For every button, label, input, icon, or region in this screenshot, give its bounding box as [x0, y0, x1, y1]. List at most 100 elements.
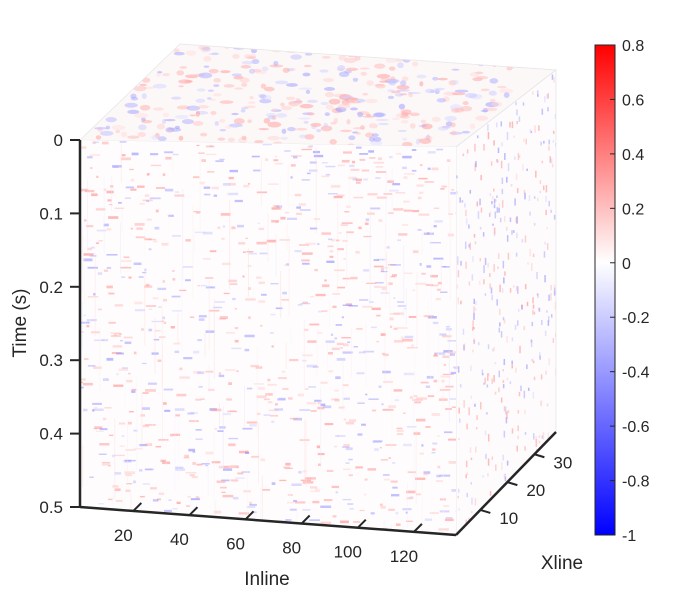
side-texture-streak	[544, 96, 546, 103]
trace-line	[416, 271, 418, 349]
amplitude-streak	[116, 352, 124, 355]
top-texture-spot	[281, 128, 287, 134]
amplitude-streak	[335, 491, 338, 494]
amplitude-streak	[417, 196, 422, 200]
amplitude-streak	[349, 508, 354, 510]
amplitude-streak	[326, 260, 335, 263]
top-texture-spot	[286, 83, 298, 87]
top-texture-spot	[321, 55, 331, 59]
amplitude-streak	[445, 408, 452, 411]
trace-line	[337, 201, 339, 295]
amplitude-streak	[388, 457, 391, 459]
trace-line	[303, 319, 305, 388]
trace-line	[285, 342, 287, 369]
amplitude-streak	[381, 287, 387, 291]
top-texture-spot	[280, 106, 293, 111]
amplitude-streak	[158, 336, 166, 338]
side-texture-streak	[506, 411, 508, 420]
amplitude-streak	[403, 209, 413, 212]
top-texture-spot	[437, 77, 448, 81]
amplitude-streak	[346, 205, 351, 208]
side-texture-streak	[514, 198, 516, 206]
top-texture-spot	[175, 114, 189, 119]
amplitude-streak	[173, 342, 181, 345]
amplitude-streak	[110, 185, 114, 188]
amplitude-streak	[195, 496, 200, 499]
amplitude-streak	[342, 277, 350, 280]
amplitude-streak	[445, 517, 453, 519]
trace-line	[204, 333, 206, 357]
top-texture-spot	[401, 109, 412, 115]
top-texture-spot	[166, 128, 174, 133]
amplitude-streak	[436, 474, 441, 478]
amplitude-streak	[133, 480, 137, 484]
amplitude-streak	[365, 393, 368, 396]
side-texture-streak	[468, 407, 470, 416]
amplitude-streak	[345, 447, 353, 451]
side-texture-streak	[548, 145, 550, 151]
amplitude-streak	[427, 167, 431, 170]
side-texture-streak	[476, 135, 479, 139]
top-texture-spot	[489, 78, 499, 84]
trace-line	[288, 235, 290, 317]
amplitude-streak	[445, 327, 452, 331]
amplitude-streak	[201, 463, 210, 465]
side-texture-streak	[524, 446, 526, 451]
top-texture-spot	[469, 72, 480, 77]
amplitude-streak	[321, 232, 331, 235]
amplitude-streak	[144, 268, 147, 272]
amplitude-streak	[102, 378, 109, 381]
amplitude-streak	[423, 315, 434, 318]
side-texture-streak	[553, 214, 556, 220]
top-texture-spot	[392, 117, 401, 121]
amplitude-streak	[267, 378, 271, 382]
amplitude-streak	[378, 385, 382, 388]
inline-tick-label: 60	[226, 534, 245, 553]
side-texture-streak	[516, 216, 518, 224]
amplitude-streak	[284, 211, 290, 214]
trace-line	[126, 422, 128, 483]
amplitude-streak	[451, 189, 454, 191]
side-texture-streak	[490, 287, 493, 294]
amplitude-streak	[139, 495, 145, 498]
amplitude-streak	[185, 472, 197, 474]
trace-line	[279, 177, 281, 226]
amplitude-streak	[392, 486, 398, 489]
side-texture-streak	[487, 434, 490, 442]
amplitude-streak	[424, 181, 434, 183]
top-texture-spot	[151, 134, 159, 140]
amplitude-streak	[120, 266, 132, 269]
top-texture-spot	[267, 121, 282, 128]
trace-line	[119, 222, 121, 274]
top-texture-spot	[213, 93, 222, 97]
side-texture-streak	[522, 164, 524, 171]
side-texture-streak	[547, 432, 550, 440]
time-tick-label: 0.4	[39, 425, 63, 444]
amplitude-streak	[271, 345, 274, 348]
amplitude-streak	[124, 341, 132, 345]
amplitude-streak	[134, 301, 143, 305]
amplitude-streak	[382, 408, 394, 411]
trace-line	[131, 459, 133, 535]
amplitude-streak	[327, 245, 334, 248]
amplitude-streak	[246, 505, 256, 508]
top-texture-spot	[452, 92, 466, 96]
amplitude-streak	[245, 298, 256, 301]
amplitude-streak	[323, 499, 333, 502]
amplitude-streak	[396, 326, 408, 329]
amplitude-streak	[389, 189, 399, 192]
amplitude-streak	[406, 347, 418, 349]
top-texture-spot	[163, 118, 176, 122]
trace-line	[185, 405, 187, 456]
amplitude-streak	[135, 236, 146, 239]
top-texture-spot	[480, 88, 490, 92]
side-texture-streak	[546, 310, 548, 313]
amplitude-streak	[244, 334, 255, 338]
amplitude-streak	[340, 224, 349, 226]
side-texture-streak	[473, 306, 475, 314]
trace-line	[415, 430, 417, 505]
top-texture-spot	[357, 112, 364, 118]
side-texture-streak	[468, 244, 470, 248]
amplitude-streak	[356, 328, 363, 330]
top-texture-spot	[423, 47, 433, 54]
